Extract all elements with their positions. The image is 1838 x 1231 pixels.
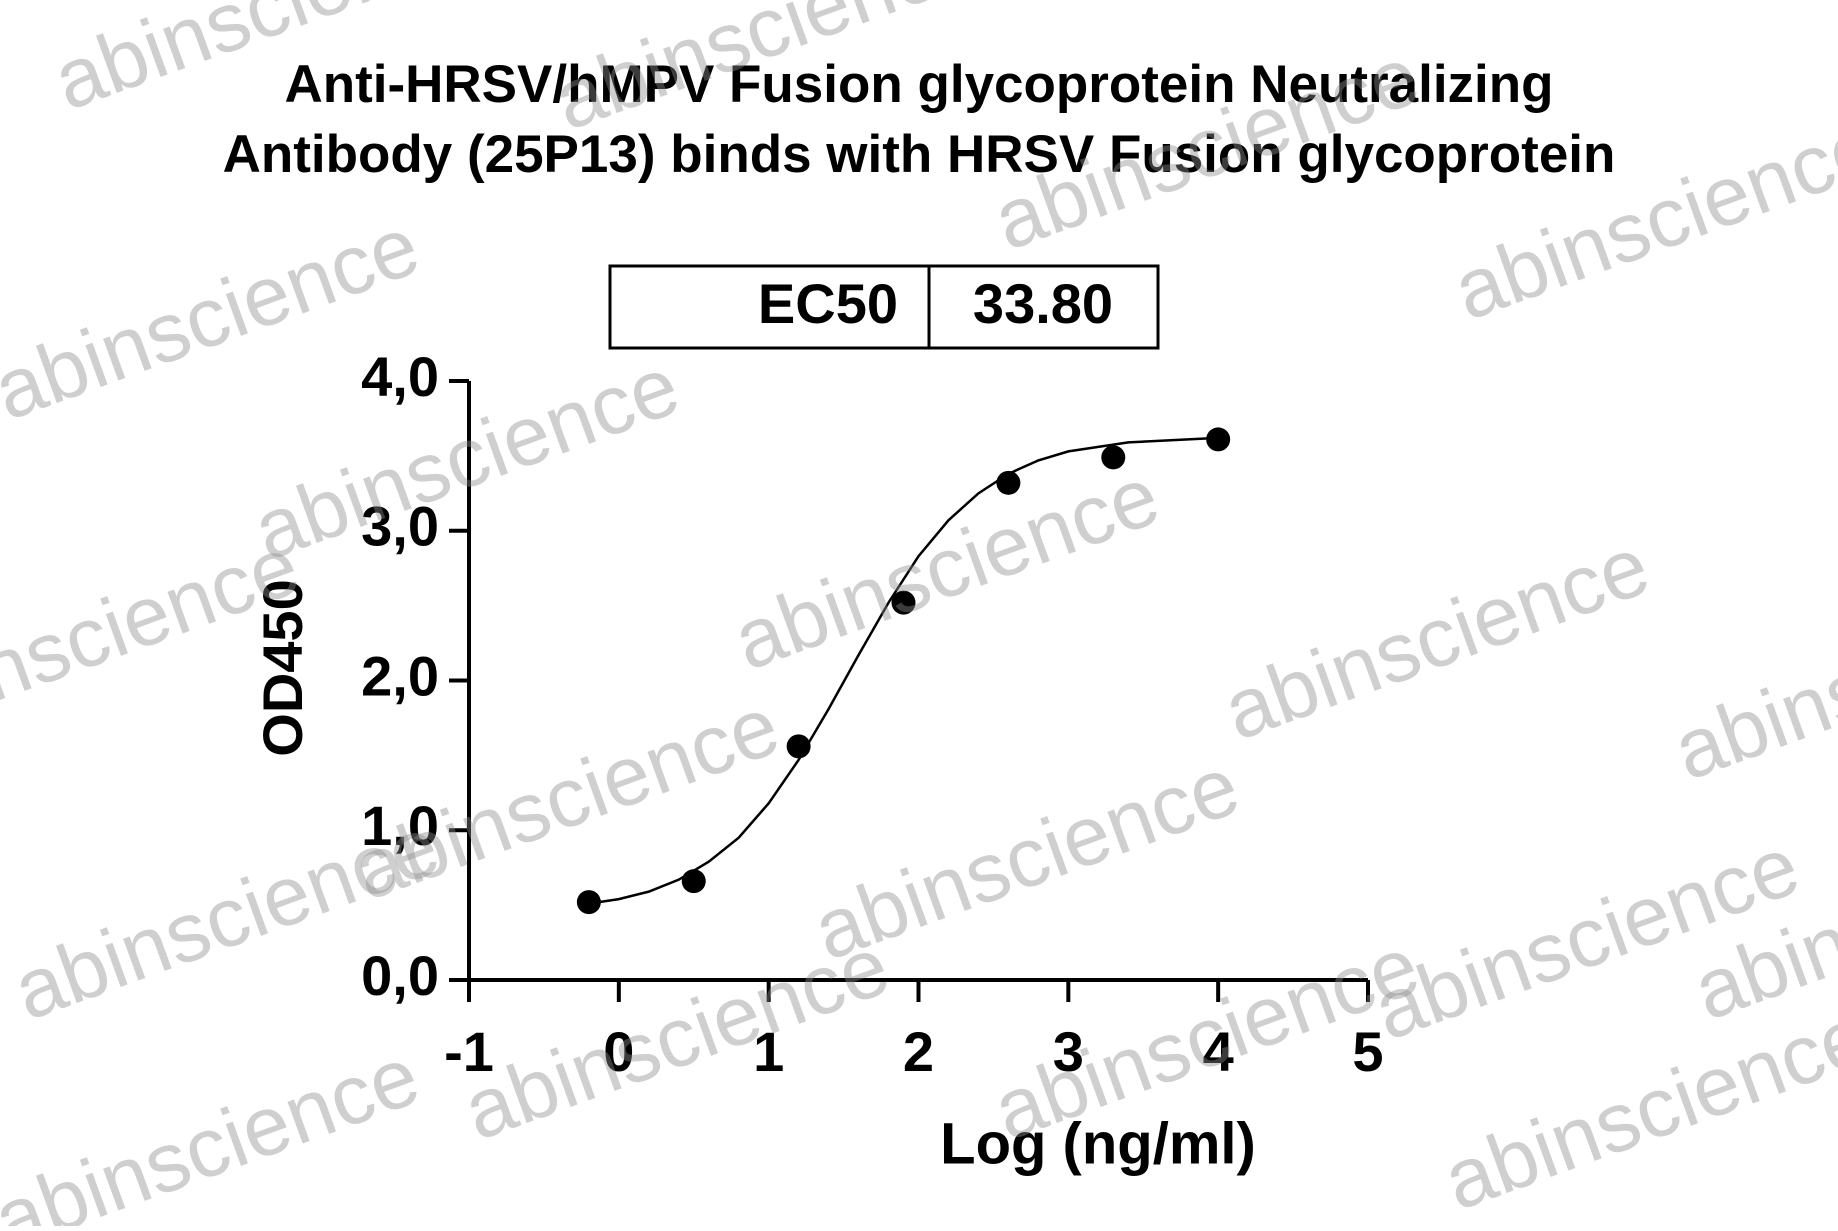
- watermark: abinscience: [722, 448, 1171, 688]
- data-point: [681, 869, 706, 894]
- y-axis-label: OD450: [251, 579, 314, 756]
- x-tick-label: 0: [603, 1020, 634, 1083]
- data-point: [786, 734, 811, 759]
- ec50-label: EC50: [758, 272, 898, 335]
- x-tick-label: 3: [1053, 1020, 1084, 1083]
- data-point: [1101, 445, 1126, 470]
- y-tick-label: 2,0: [361, 644, 439, 707]
- x-tick-label: 5: [1352, 1020, 1383, 1083]
- x-tick-label: 4: [1203, 1020, 1234, 1083]
- watermark: abinscience: [1212, 518, 1661, 758]
- watermark: abinscience: [242, 338, 691, 578]
- watermark: abinscience: [0, 1028, 431, 1226]
- watermark: abinscience: [1662, 558, 1838, 798]
- ec50-value: 33.80: [973, 272, 1113, 335]
- y-tick-label: 3,0: [361, 495, 439, 558]
- chart-title: Antibody (25P13) binds with HRSV Fusion …: [223, 125, 1616, 184]
- y-tick-label: 1,0: [361, 794, 439, 857]
- x-axis-label: Log (ng/ml): [940, 1111, 1256, 1176]
- x-tick-label: 2: [903, 1020, 934, 1083]
- data-point: [1206, 427, 1231, 452]
- data-point: [996, 470, 1021, 495]
- x-tick-label: 1: [753, 1020, 784, 1083]
- y-tick-label: 0,0: [361, 944, 439, 1007]
- watermark: abinscience: [452, 918, 901, 1158]
- ec50-box: [608, 264, 1160, 350]
- y-tick-label: 4,0: [361, 345, 439, 408]
- watermark: abinscience: [1432, 988, 1838, 1226]
- data-point: [576, 890, 601, 915]
- chart-title: Anti-HRSV/hMPV Fusion glycoprotein Neutr…: [284, 55, 1553, 114]
- data-point: [891, 590, 916, 615]
- x-tick-label: -1: [444, 1020, 494, 1083]
